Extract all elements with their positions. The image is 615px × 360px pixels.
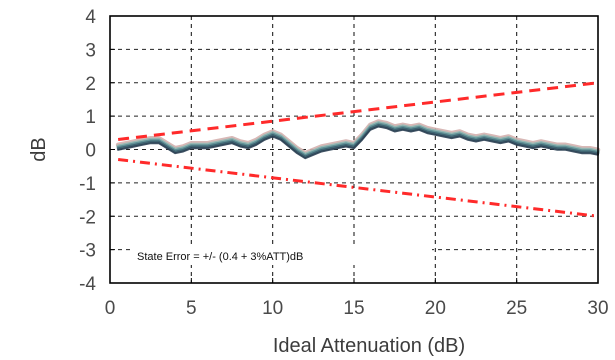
y-tick-label: 1 [85, 107, 96, 128]
measurement-band [115, 119, 601, 160]
x-axis-title: Ideal Attenuation (dB) [273, 335, 465, 357]
y-tick-label: 0 [85, 141, 96, 162]
x-tick-label: 30 [587, 298, 608, 319]
y-tick-label: -1 [79, 174, 96, 195]
y-tick-label: 2 [85, 74, 96, 95]
upper-limit-line [117, 81, 599, 141]
y-axis-title: dB [28, 137, 50, 161]
trace-line [117, 125, 599, 160]
lower-limit-line [117, 158, 599, 218]
y-tick-label: -3 [79, 241, 96, 262]
x-tick-label: 25 [506, 298, 527, 319]
x-tick-label: 0 [105, 298, 116, 319]
annotation-background [132, 246, 432, 265]
state-error-annotation: State Error = +/- (0.4 + 3%ATT)dB [137, 251, 303, 263]
x-tick-label: 5 [186, 298, 197, 319]
x-tick-label: 10 [262, 298, 283, 319]
annotation: State Error = +/- (0.4 + 3%ATT)dB [132, 246, 432, 265]
limit-lines [117, 81, 599, 218]
y-tick-label: -2 [79, 207, 96, 228]
x-tick-label: 20 [425, 298, 446, 319]
y-tick-label: 4 [85, 7, 96, 28]
y-tick-label: -4 [79, 274, 96, 295]
y-tick-label: 3 [85, 40, 96, 61]
x-tick-label: 15 [343, 298, 364, 319]
